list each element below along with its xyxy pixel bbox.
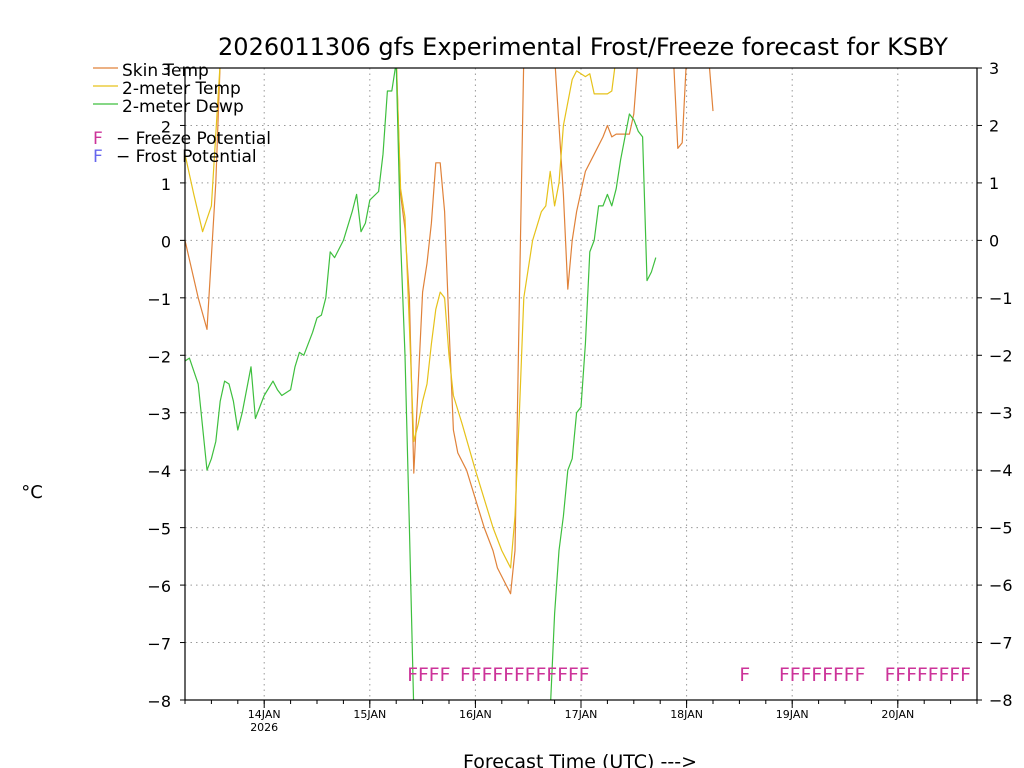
freeze-potential-marker: FFFF bbox=[407, 664, 450, 686]
y-tick-label-right: −6 bbox=[989, 576, 1013, 595]
legend-symbol-freeze: F bbox=[93, 129, 103, 149]
legend-label-skin-temp: Skin Temp bbox=[122, 61, 209, 81]
y-tick-label-right: −5 bbox=[989, 519, 1013, 538]
y-tick-label-left: −1 bbox=[147, 290, 171, 309]
legend-symbol-frost: F bbox=[93, 147, 103, 167]
x-axis-label: Forecast Time (UTC) ---> bbox=[463, 751, 697, 768]
y-tick-label-left: −2 bbox=[147, 347, 171, 366]
grid-lines bbox=[185, 68, 977, 700]
series-line-skin-temp bbox=[185, 68, 221, 330]
series-line-2-meter-temp bbox=[395, 68, 616, 569]
legend-label-2m-temp: 2-meter Temp bbox=[122, 79, 241, 99]
x-tick-label: 20JAN bbox=[881, 708, 914, 721]
x-tick-label: 19JAN bbox=[776, 708, 809, 721]
legend-label-freeze-potential: − Freeze Potential bbox=[116, 129, 271, 149]
chart-title: 2026011306 gfs Experimental Frost/Freeze… bbox=[218, 33, 948, 61]
axes: 3 3 2 2 1 1 0 0 −1 −1 −2 −2 −3 −3 −4 −4 −5 −5 −6 −6 −7 −7 −8 −8… bbox=[147, 59, 1012, 734]
y-tick-label-left: 3 bbox=[161, 60, 171, 79]
x-tick-label: 18JAN bbox=[670, 708, 703, 721]
series-lines bbox=[185, 68, 714, 700]
series-line-2-meter-dewp bbox=[550, 113, 657, 700]
y-tick-label-left: −4 bbox=[147, 462, 171, 481]
series-line-skin-temp bbox=[708, 68, 714, 112]
y-tick-label-right: −4 bbox=[989, 461, 1013, 480]
y-tick-label-right: −3 bbox=[989, 404, 1013, 423]
series-line-2-meter-dewp bbox=[185, 68, 415, 700]
legend: Skin Temp 2-meter Temp 2-meter Dewp F − … bbox=[93, 61, 271, 167]
x-tick-label: 17JAN bbox=[565, 708, 598, 721]
y-tick-label-right: −8 bbox=[989, 691, 1013, 710]
y-tick-label-right: −7 bbox=[989, 634, 1013, 653]
x-tick-label: 14JAN bbox=[248, 708, 281, 721]
series-line-skin-temp bbox=[395, 68, 525, 595]
y-tick-label-left: −7 bbox=[147, 635, 171, 654]
y-tick-label-left: −8 bbox=[147, 692, 171, 711]
freeze-potential-marker: F bbox=[739, 664, 750, 686]
series-line-2-meter-temp bbox=[185, 68, 221, 233]
freeze-potential-marker: FFFFFFFF bbox=[779, 664, 865, 686]
legend-label-2m-dewp: 2-meter Dewp bbox=[122, 97, 244, 117]
y-tick-label-left: −3 bbox=[147, 405, 171, 424]
y-tick-label-right: 1 bbox=[989, 174, 999, 193]
y-tick-label-right: 3 bbox=[989, 59, 999, 78]
y-axis-label: °C bbox=[21, 482, 43, 503]
y-tick-label-right: −2 bbox=[989, 346, 1013, 365]
x-tick-label: 16JAN bbox=[459, 708, 492, 721]
y-tick-label-right: −1 bbox=[989, 289, 1013, 308]
y-tick-label-left: 0 bbox=[161, 232, 171, 251]
series-line-skin-temp bbox=[554, 68, 638, 290]
legend-label-frost-potential: − Frost Potential bbox=[116, 147, 257, 167]
y-tick-label-left: −6 bbox=[147, 577, 171, 596]
y-tick-label-left: 1 bbox=[161, 175, 171, 194]
y-tick-label-right: 0 bbox=[989, 231, 999, 250]
freeze-markers: FFFF FFFFFFFFFFFF F FFFFFFFF FFFFFFFF bbox=[407, 664, 971, 686]
y-tick-label-left: 2 bbox=[161, 117, 171, 136]
x-tick-sublabel: 2026 bbox=[250, 721, 278, 734]
freeze-potential-marker: FFFFFFFF bbox=[885, 664, 971, 686]
x-tick-label: 15JAN bbox=[353, 708, 386, 721]
freeze-potential-marker: FFFFFFFFFFFF bbox=[460, 664, 590, 686]
y-tick-label-right: 2 bbox=[989, 116, 999, 135]
y-tick-label-left: −5 bbox=[147, 520, 171, 539]
series-line-skin-temp bbox=[673, 68, 687, 149]
